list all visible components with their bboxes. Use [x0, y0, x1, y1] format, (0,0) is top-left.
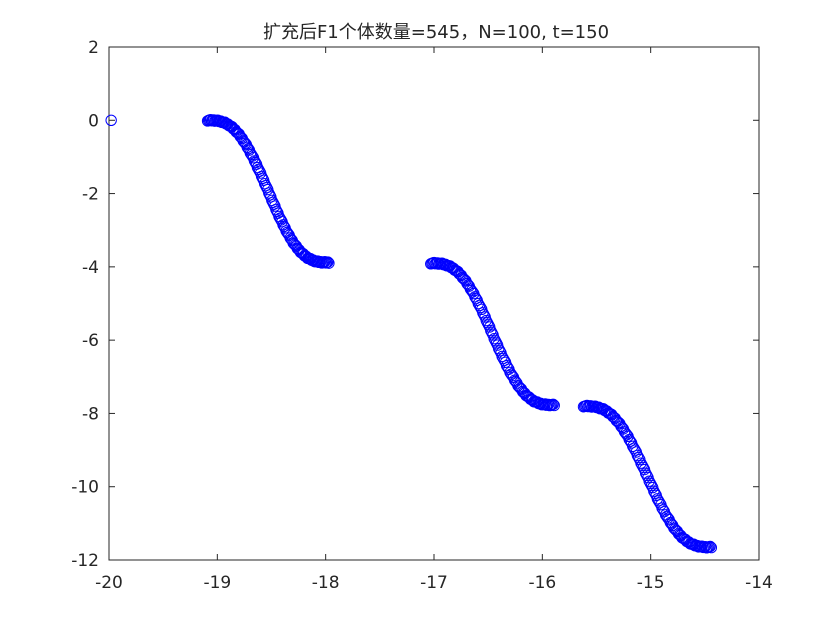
y-tick-label: -8 — [82, 404, 99, 424]
data-point — [641, 469, 653, 482]
data-point — [490, 337, 503, 349]
y-tick-label: -12 — [71, 551, 99, 571]
x-tick-label: -14 — [745, 573, 773, 593]
chart-title: 扩充后F1个体数量=545，N=100, t=150 — [263, 22, 609, 43]
data-point — [623, 433, 635, 446]
data-point — [469, 291, 481, 303]
data-point — [456, 272, 469, 284]
data-points — [105, 113, 718, 554]
data-point — [624, 435, 637, 447]
x-tick-label: -19 — [203, 573, 231, 593]
y-tick-label: 2 — [88, 38, 99, 58]
y-tick-label: -10 — [71, 478, 99, 498]
data-point — [494, 345, 506, 357]
data-point — [478, 309, 490, 321]
data-point — [498, 354, 511, 367]
x-tick-label: -16 — [528, 573, 556, 593]
data-point — [704, 540, 716, 553]
x-tick-label: -18 — [312, 573, 340, 593]
data-point — [705, 541, 718, 554]
x-tick-label: -20 — [95, 573, 123, 593]
data-point — [637, 461, 650, 474]
data-point — [241, 141, 254, 154]
data-point — [519, 387, 531, 399]
data-point — [654, 497, 666, 509]
y-tick-label: -6 — [82, 331, 99, 351]
data-point — [632, 451, 645, 464]
data-point — [323, 257, 335, 269]
data-point — [512, 380, 524, 392]
data-point — [649, 487, 661, 499]
data-point — [482, 319, 495, 331]
data-point — [548, 399, 560, 412]
data-point — [452, 265, 464, 278]
data-point — [281, 226, 293, 239]
y-tick-label: 0 — [88, 111, 99, 131]
data-point-isolated — [105, 114, 117, 126]
y-tick-label: -4 — [82, 258, 99, 278]
data-point — [474, 301, 487, 314]
data-point — [264, 189, 276, 201]
data-point — [629, 444, 641, 456]
data-point — [322, 256, 334, 268]
data-point — [470, 292, 482, 305]
data-point — [547, 398, 559, 411]
axes: -20 -19 -18 -17 -16 -15 -14 2 0 -2 -4 -6 -8 -10 -12 — [71, 38, 773, 593]
x-tick-label: -17 — [420, 573, 448, 593]
y-tick-label: -2 — [82, 185, 99, 205]
data-point — [280, 225, 292, 237]
data-point — [256, 172, 269, 185]
data-point — [486, 327, 498, 339]
data-point — [645, 479, 658, 492]
x-tick-label: -15 — [637, 573, 665, 593]
data-point — [261, 181, 273, 194]
